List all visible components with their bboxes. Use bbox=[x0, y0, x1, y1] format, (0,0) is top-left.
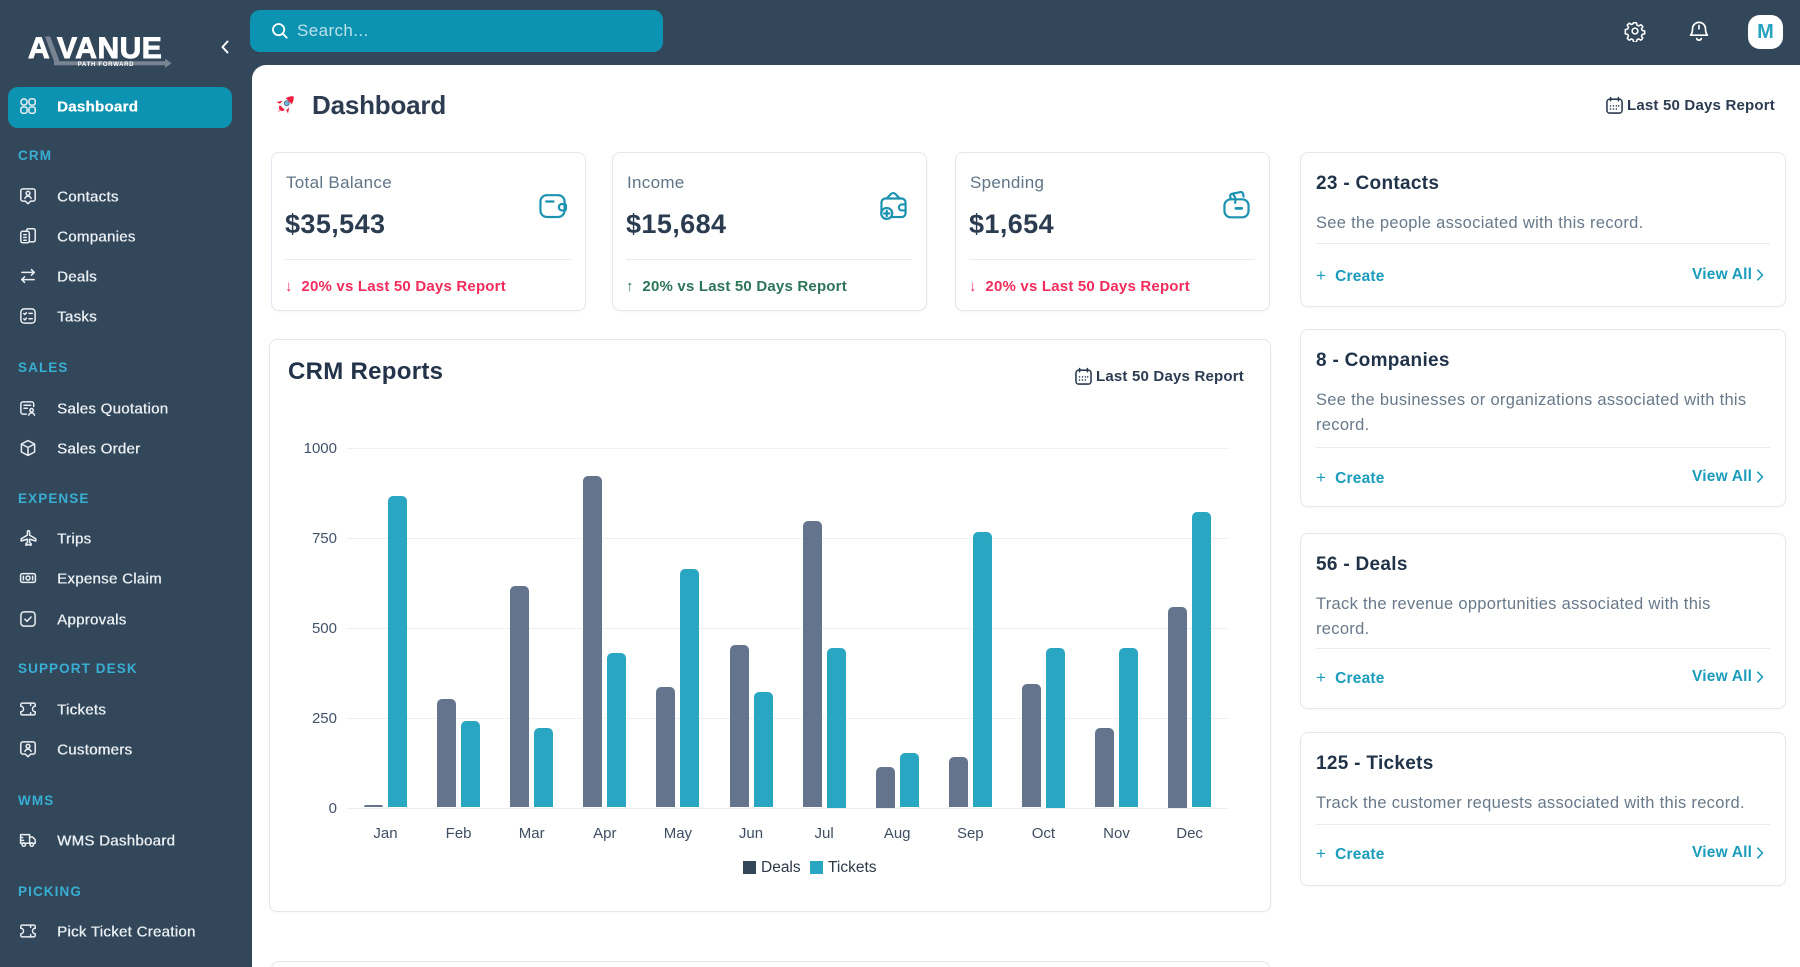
svg-text:PATH FORWARD: PATH FORWARD bbox=[78, 62, 134, 68]
svg-text:A: A bbox=[28, 32, 50, 65]
svg-text:VANUE: VANUE bbox=[57, 32, 162, 65]
